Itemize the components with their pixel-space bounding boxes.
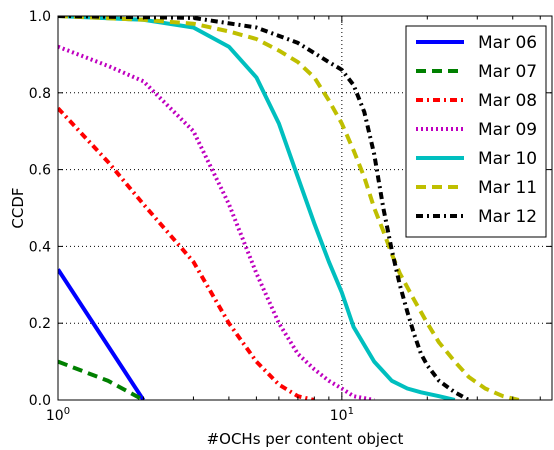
y-tick-label: 0.4 [29, 239, 51, 255]
y-tick-label: 0.2 [29, 316, 51, 332]
ticks: 0.0 0.2 0.4 0.6 0.8 1.0 100 101 [29, 9, 552, 424]
legend-box [405, 25, 547, 238]
series-line-mar-08 [58, 106, 315, 400]
legend-label: Mar 07 [478, 62, 537, 82]
legend: Mar 06 Mar 07 Mar 08 Mar 09 Mar 10 Mar 11 Mar … [405, 25, 547, 238]
series-line-mar-06 [58, 268, 146, 400]
legend-label: Mar 06 [478, 33, 537, 53]
y-tick-label: 0.8 [29, 86, 51, 102]
y-tick-label: 1.0 [29, 9, 51, 25]
legend-label: Mar 09 [478, 120, 537, 140]
series-line-mar-11 [58, 16, 520, 400]
legend-label: Mar 10 [478, 149, 537, 169]
y-tick-label: 0.0 [29, 393, 51, 409]
legend-label: Mar 12 [478, 207, 537, 227]
plot-frame [57, 15, 553, 401]
x-tick-label: 101 [330, 406, 354, 424]
y-axis-label: CCDF [9, 187, 27, 228]
grid [58, 16, 552, 400]
series-line-mar-12 [58, 16, 470, 400]
series-lines [58, 16, 520, 400]
series-line-mar-10 [58, 16, 456, 400]
x-axis-label: #OCHs per content object [207, 430, 404, 448]
series-line-mar-07 [58, 359, 145, 400]
series-line-mar-09 [58, 44, 375, 400]
legend-label: Mar 08 [478, 91, 537, 111]
legend-label: Mar 11 [478, 178, 537, 198]
x-tick-label: 100 [46, 406, 70, 424]
y-tick-label: 0.6 [29, 163, 51, 179]
